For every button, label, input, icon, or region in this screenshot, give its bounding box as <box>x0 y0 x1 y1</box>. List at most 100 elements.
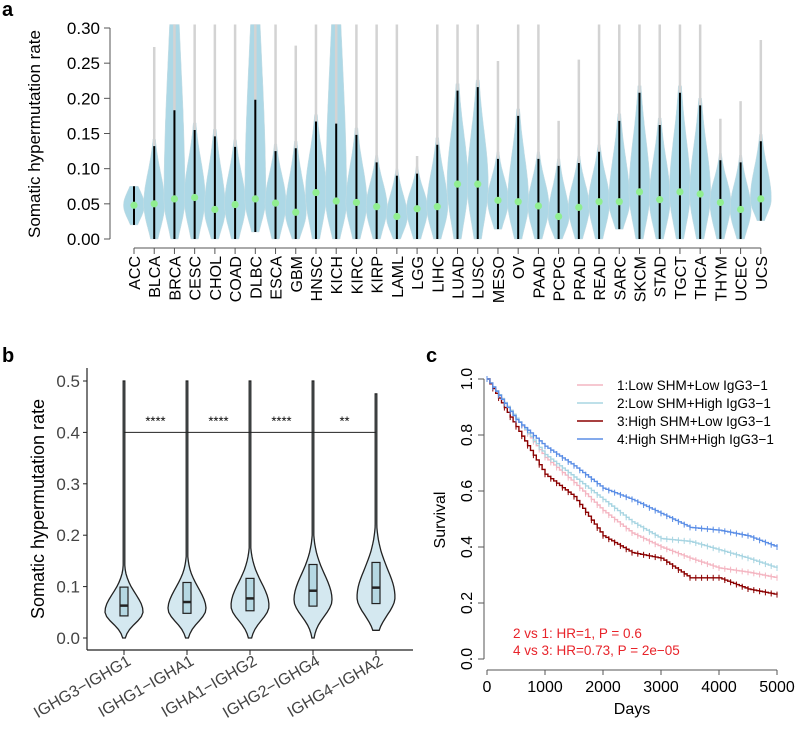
median-point-tgct <box>676 188 684 196</box>
x-tick-label: 2000 <box>585 679 621 696</box>
median-point-lihc <box>433 203 441 211</box>
x-tick-label: COAD <box>228 256 245 302</box>
y-tick-label: 0.30 <box>67 19 100 38</box>
x-tick-label: 1000 <box>527 679 563 696</box>
censor-marks-3 <box>486 376 778 598</box>
median-point-kich <box>332 197 340 205</box>
x-tick-label: KIRC <box>349 256 366 294</box>
x-tick-label: ACC <box>127 256 144 290</box>
x-tick-label: PAAD <box>531 256 548 298</box>
panel-label-c: c <box>426 345 437 367</box>
panel-b-violin-chart: 0.0 0.1 0.2 0.3 0.4 0.5 Somatic hypermutation … <box>28 368 413 722</box>
boxplot-box <box>119 586 129 617</box>
y-axis-title: Somatic hypermutation rate <box>25 30 44 238</box>
median-point-gbm <box>292 208 300 216</box>
x-tick-label: PCPG <box>552 256 569 301</box>
x-tick-label: ESCA <box>269 256 286 300</box>
x-tick-label: UCEC <box>734 256 751 301</box>
x-tick-label: OV <box>511 256 528 279</box>
x-tick-label: CHOL <box>208 256 225 301</box>
x-tick-label: DLBC <box>248 256 265 299</box>
y-tick-label: 0.3 <box>56 475 80 494</box>
violin <box>230 380 270 639</box>
violin <box>356 393 396 631</box>
x-tick-label: BLCA <box>147 256 164 298</box>
boxplot-box <box>371 561 381 605</box>
y-tick-label: 0.8 <box>459 424 476 446</box>
median-point-thym <box>716 198 724 207</box>
median-point-skcm <box>635 188 644 196</box>
x-tick-label: GBM <box>289 256 306 292</box>
violin <box>104 380 144 639</box>
y-tick-label: 0.4 <box>459 536 476 558</box>
median-point-thca <box>696 190 704 198</box>
violin <box>293 380 333 639</box>
median-point-kirp <box>373 203 381 211</box>
boxplot-box <box>182 581 192 614</box>
median-point-acc <box>130 201 138 209</box>
significance-label: **** <box>271 413 291 428</box>
median-point-lusc <box>474 180 482 188</box>
y-tick-label: 0.10 <box>67 160 100 179</box>
median-point-stad <box>656 196 664 204</box>
significance-label: ** <box>339 413 349 428</box>
median-point-pcpg <box>555 212 563 221</box>
x-tick-label: LAML <box>390 256 407 298</box>
x-tick-label: HNSC <box>309 256 326 301</box>
significance-label: **** <box>208 413 228 428</box>
median-point-laml <box>393 212 401 221</box>
median-point-hnsc <box>312 188 320 197</box>
x-tick-label: PRAD <box>572 256 589 300</box>
median-point-paad <box>534 202 543 210</box>
x-tick-label: 4000 <box>701 679 737 696</box>
survival-curve-3 <box>487 378 778 595</box>
y-tick-label: 0.0 <box>459 648 476 670</box>
panel-c-survival-chart: 0.0 0.2 0.4 0.6 0.8 1.0 Survival 0 1000 2000 3000 4… <box>432 368 795 718</box>
stats-annotation: 2 vs 1: HR=1, P = 0.6 <box>513 626 642 641</box>
significance-label: **** <box>145 413 165 428</box>
boxplot-box <box>308 563 318 607</box>
y-tick-label: 0.4 <box>56 423 80 442</box>
median-point-lgg <box>413 205 421 213</box>
median-point-sarc <box>615 198 623 206</box>
x-tick-label: 5000 <box>759 679 795 696</box>
x-tick-label: SKCM <box>633 256 650 302</box>
median-point-ucs <box>757 195 765 203</box>
y-tick-label: 1.0 <box>459 368 476 390</box>
median-point-ucec <box>737 205 745 214</box>
y-tick-label: 0.25 <box>67 54 100 73</box>
y-tick-label: 0.20 <box>67 89 100 108</box>
legend-label-4: 4:High SHM+High IgG3−1 <box>617 432 774 447</box>
x-tick-label: 3000 <box>643 679 679 696</box>
median-point-meso <box>494 196 502 204</box>
y-tick-label: 0.15 <box>67 125 100 144</box>
median-point-brca <box>170 195 179 203</box>
y-tick-label: 0.5 <box>56 372 80 391</box>
y-tick-label: 0.00 <box>67 230 100 249</box>
x-tick-label: THCA <box>693 256 710 300</box>
median-point-chol <box>211 205 219 214</box>
x-tick-label: LUAD <box>451 256 468 299</box>
y-axis-title: Somatic hypermutation rate <box>28 399 48 619</box>
panel-a-violin-chart: 0.00 0.05 0.10 0.15 0.20 0.25 0.30 Somatic hype… <box>25 19 772 303</box>
x-tick-label: STAD <box>653 256 670 297</box>
median-point-prad <box>575 203 583 211</box>
median-point-dlbc <box>251 195 259 203</box>
x-tick-label: CESC <box>188 256 205 300</box>
legend-label-3: 3:High SHM+Low IgG3−1 <box>617 414 771 429</box>
x-tick-label: LUSC <box>471 256 488 299</box>
panel-label-b: b <box>2 345 14 367</box>
x-tick-label: 0 <box>483 679 492 696</box>
censor-marks-1 <box>486 376 778 581</box>
stats-annotation: 4 vs 3: HR=0.73, P = 2e−05 <box>513 643 680 658</box>
median-point-kirc <box>352 198 361 207</box>
violin <box>167 380 207 639</box>
y-axis-title: Survival <box>432 492 449 549</box>
x-axis-title: Days <box>614 701 650 718</box>
y-tick-label: 0.05 <box>67 195 100 214</box>
x-tick-label: KIRP <box>370 256 387 293</box>
median-point-cesc <box>191 193 199 202</box>
legend-label-2: 2:Low SHM+High IgG3−1 <box>617 396 771 411</box>
median-point-coad <box>231 200 239 209</box>
